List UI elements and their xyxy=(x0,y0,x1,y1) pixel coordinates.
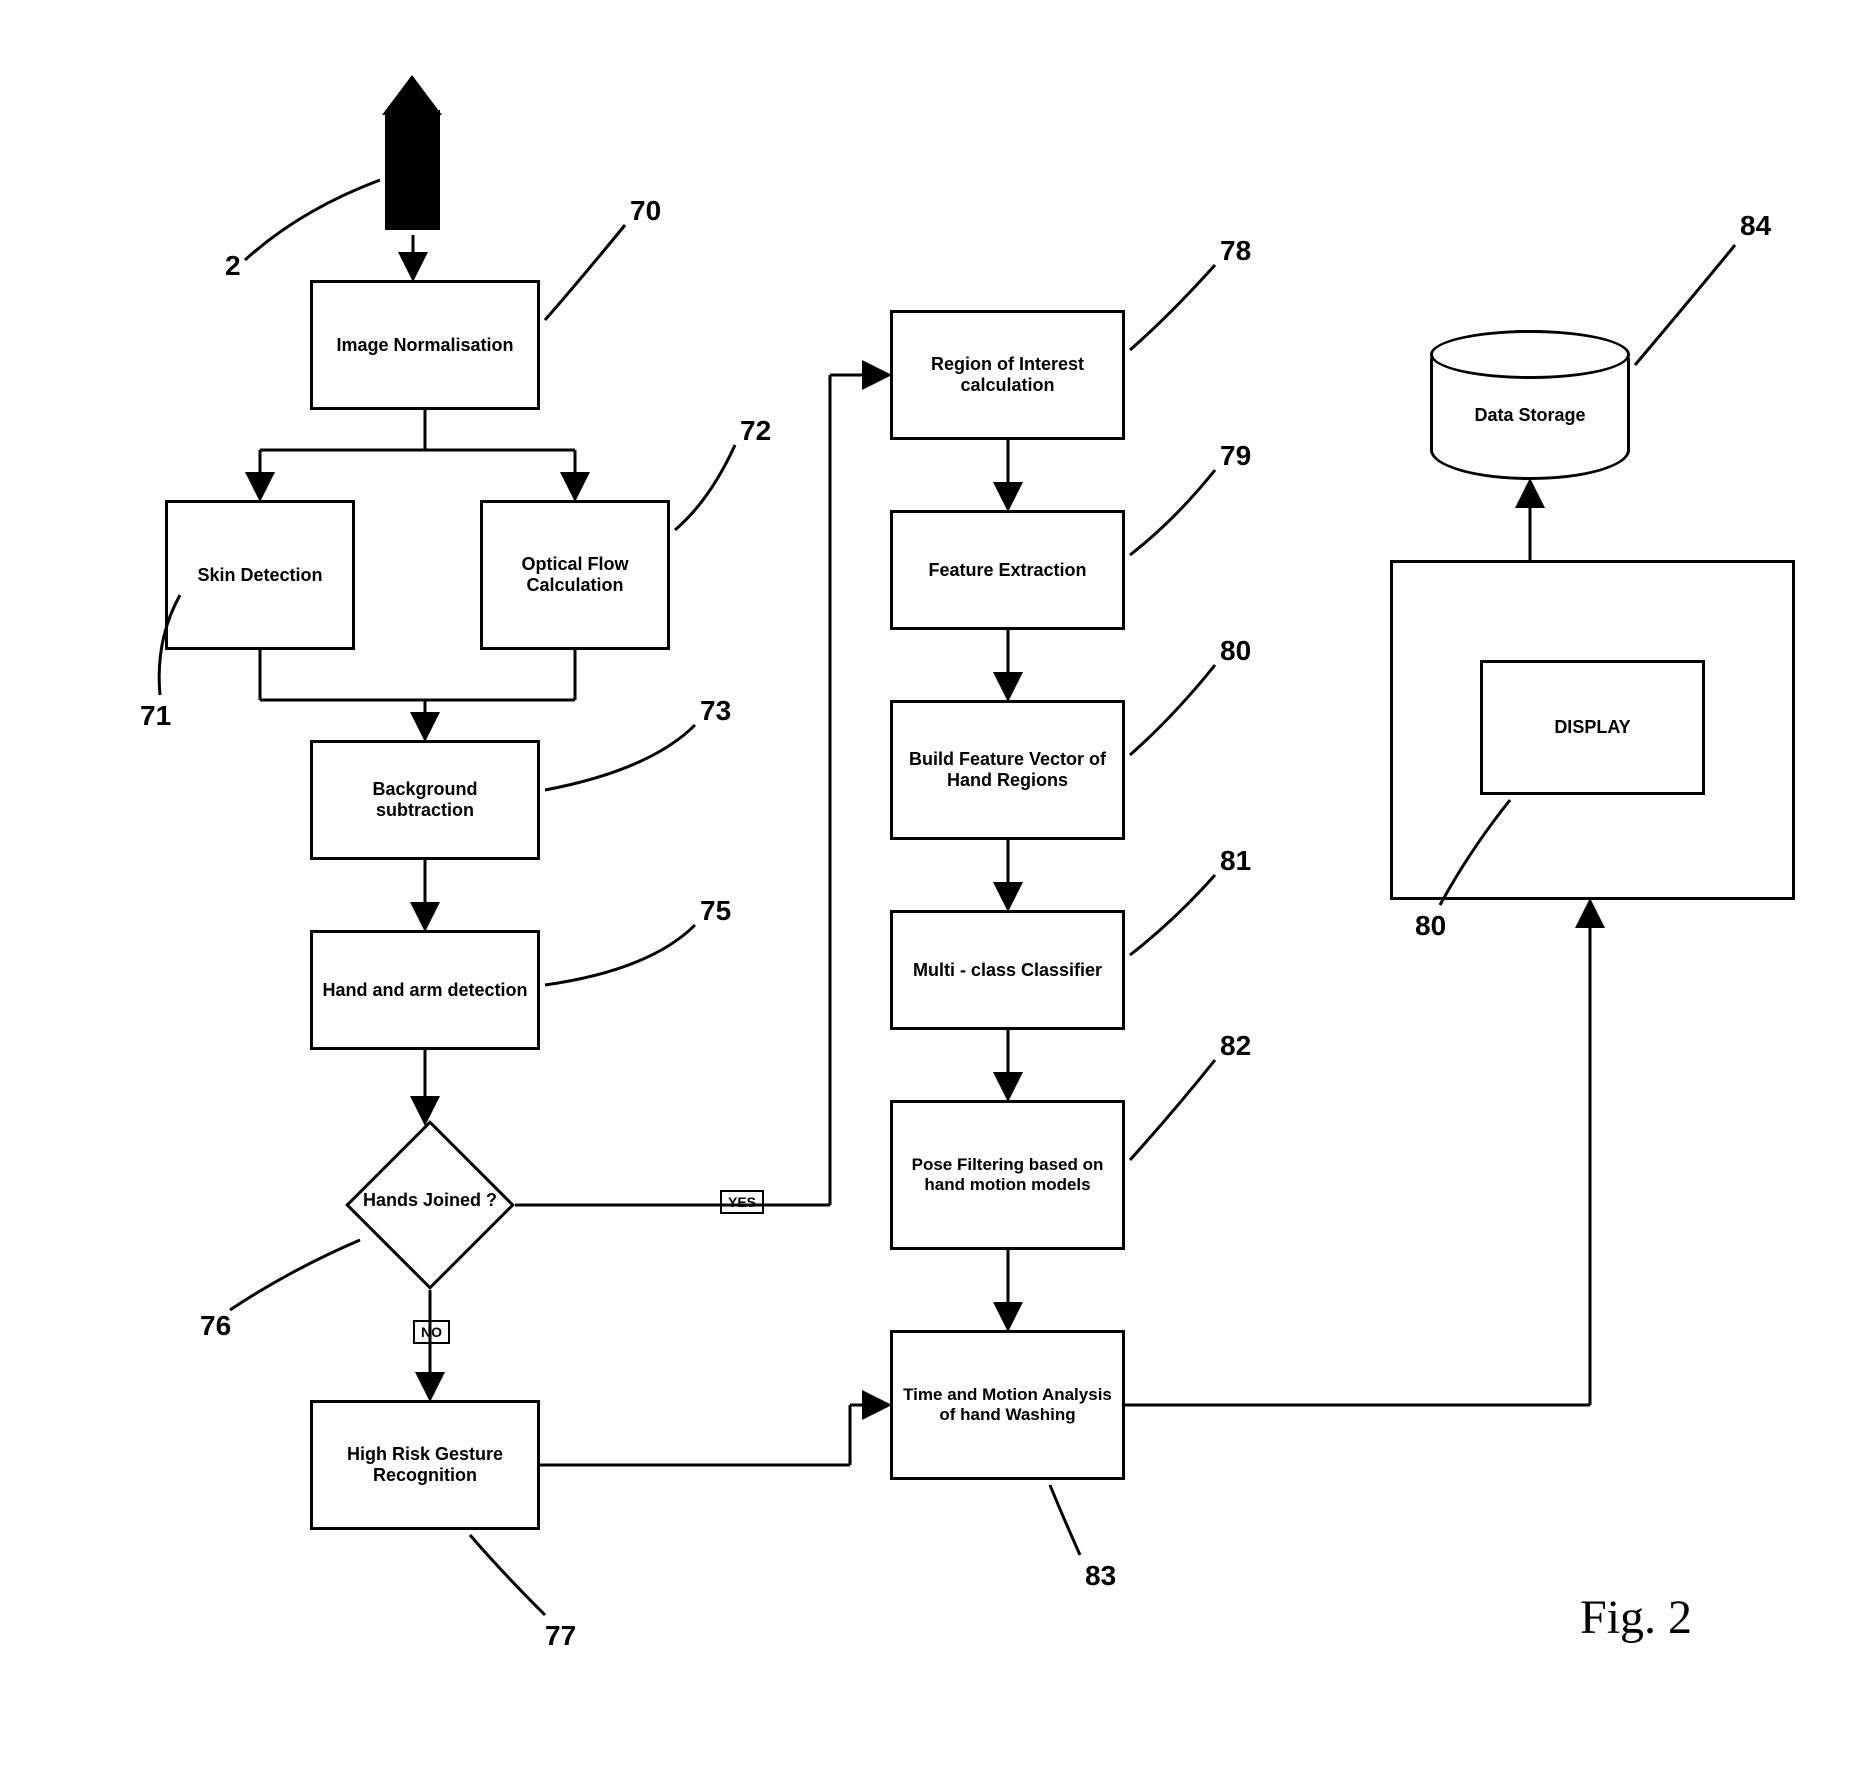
ref-82: 82 xyxy=(1220,1030,1251,1062)
background-subtraction-box: Background subtraction xyxy=(310,740,540,860)
image-normalisation-box: Image Normalisation xyxy=(310,280,540,410)
display-label: DISPLAY xyxy=(1554,717,1630,738)
camera-body xyxy=(385,110,440,230)
ref-81: 81 xyxy=(1220,845,1251,877)
display-box: DISPLAY xyxy=(1480,660,1705,795)
feature-extraction-box: Feature Extraction xyxy=(890,510,1125,630)
ref-80b: 80 xyxy=(1415,910,1446,942)
pose-filtering-label: Pose Filtering based on hand motion mode… xyxy=(901,1155,1114,1195)
data-storage-label: Data Storage xyxy=(1474,405,1585,426)
build-feature-vector-label: Build Feature Vector of Hand Regions xyxy=(901,749,1114,791)
high-risk-gesture-label: High Risk Gesture Recognition xyxy=(321,1444,529,1486)
hand-arm-detection-box: Hand and arm detection xyxy=(310,930,540,1050)
background-subtraction-label: Background subtraction xyxy=(321,779,529,821)
time-motion-analysis-box: Time and Motion Analysis of hand Washing xyxy=(890,1330,1125,1480)
build-feature-vector-box: Build Feature Vector of Hand Regions xyxy=(890,700,1125,840)
feature-extraction-label: Feature Extraction xyxy=(928,560,1086,581)
ref-79: 79 xyxy=(1220,440,1251,472)
ref-71: 71 xyxy=(140,700,171,732)
skin-detection-label: Skin Detection xyxy=(197,565,322,586)
high-risk-gesture-box: High Risk Gesture Recognition xyxy=(310,1400,540,1530)
optical-flow-label: Optical Flow Calculation xyxy=(491,554,659,596)
ref-78: 78 xyxy=(1220,235,1251,267)
ref-84: 84 xyxy=(1740,210,1771,242)
ref-2: 2 xyxy=(225,250,241,282)
ref-80: 80 xyxy=(1220,635,1251,667)
figure-caption: Fig. 2 xyxy=(1580,1590,1692,1645)
ref-73: 73 xyxy=(700,695,731,727)
ref-77: 77 xyxy=(545,1620,576,1652)
ref-72: 72 xyxy=(740,415,771,447)
roi-calculation-label: Region of Interest calculation xyxy=(901,354,1114,396)
camera-lens xyxy=(382,75,442,115)
multi-class-classifier-box: Multi - class Classifier xyxy=(890,910,1125,1030)
multi-class-classifier-label: Multi - class Classifier xyxy=(913,960,1102,981)
camera-icon xyxy=(385,75,442,230)
image-normalisation-label: Image Normalisation xyxy=(336,335,513,356)
ref-75: 75 xyxy=(700,895,731,927)
ref-76: 76 xyxy=(200,1310,231,1342)
ref-70: 70 xyxy=(630,195,661,227)
data-storage-cylinder: Data Storage xyxy=(1430,330,1630,480)
roi-calculation-box: Region of Interest calculation xyxy=(890,310,1125,440)
time-motion-analysis-label: Time and Motion Analysis of hand Washing xyxy=(901,1385,1114,1425)
skin-detection-box: Skin Detection xyxy=(165,500,355,650)
no-label: NO xyxy=(413,1320,450,1344)
optical-flow-box: Optical Flow Calculation xyxy=(480,500,670,650)
pose-filtering-box: Pose Filtering based on hand motion mode… xyxy=(890,1100,1125,1250)
hand-arm-detection-label: Hand and arm detection xyxy=(322,980,527,1001)
yes-label: YES xyxy=(720,1190,764,1214)
ref-83: 83 xyxy=(1085,1560,1116,1592)
hands-joined-decision xyxy=(345,1120,515,1290)
